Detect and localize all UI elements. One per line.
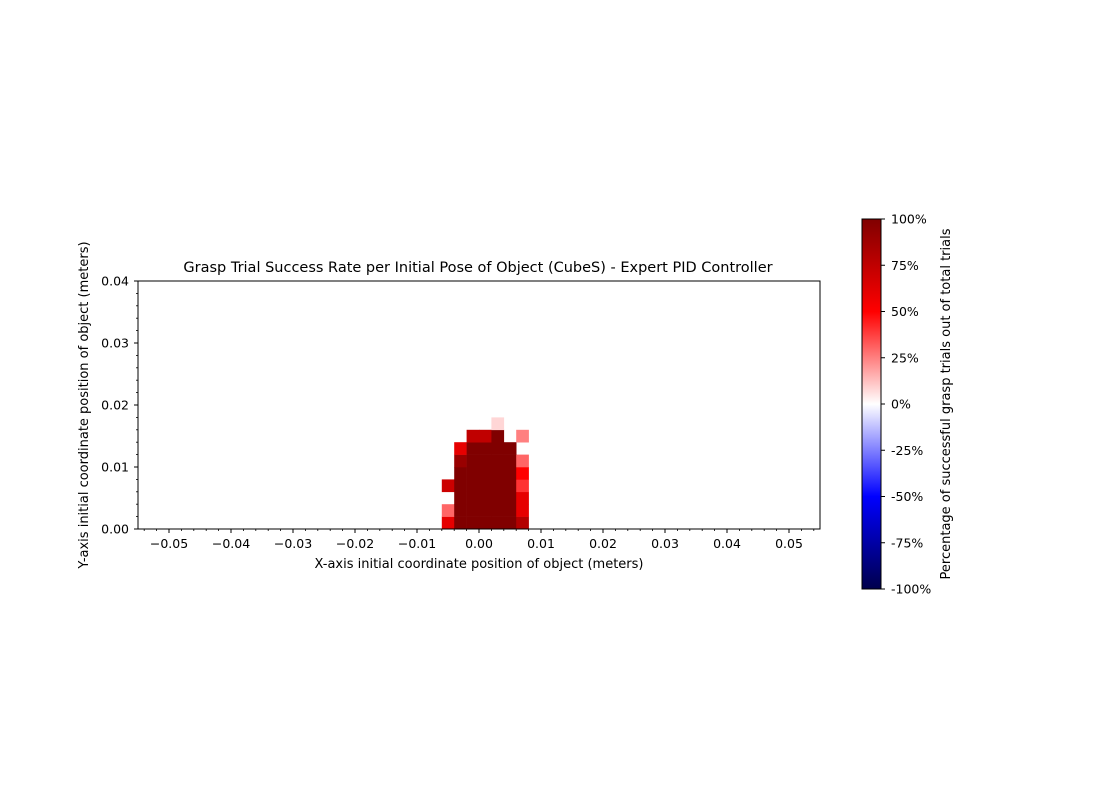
heatmap-cell [454,479,467,493]
heatmap-cell [454,516,467,530]
colorbar-tick-label: 100% [891,212,927,227]
y-tick-label: 0.03 [101,336,129,351]
x-tick-label: −0.03 [274,536,312,551]
heatmap-cell [491,429,505,443]
heatmap-cell [516,454,529,468]
colorbar-tick-label: 50% [891,304,919,319]
y-tick-label: 0.00 [101,522,129,537]
heatmap-cell [491,491,505,505]
x-axis-label: X-axis initial coordinate position of ob… [315,557,644,572]
heatmap-cell [466,516,480,530]
heatmap-cell [466,429,480,443]
heatmap-cell [466,442,480,455]
heatmap-cell [503,467,517,480]
colorbar-tick-label: -75% [891,535,923,550]
x-axis-ticks: −0.05 −0.04 −0.03 −0.02 −0.01 0.00 0.01 0.02 0.0… [150,529,803,551]
heatmap-cell [479,442,492,455]
heatmap-cell [479,491,492,505]
heatmap-cell [441,479,455,493]
colorbar-tick-label: -25% [891,443,923,458]
x-tick-label: −0.02 [336,536,374,551]
x-tick-label: −0.01 [398,536,436,551]
y-axis-label: Y-axis initial coordinate position of ob… [77,241,92,569]
heatmap-cell [479,516,492,530]
y-tick-label: 0.02 [101,398,129,413]
heatmap-cell [441,516,455,530]
heatmap-cell [479,454,492,468]
x-tick-label: 0.03 [651,536,679,551]
heatmap-cell [466,467,480,480]
heatmap-cell [491,417,505,431]
heatmap-cell [503,516,517,530]
heatmap-cell [479,467,492,480]
heatmap-cell [491,467,505,480]
heatmap-cell [454,467,467,480]
heatmap-cell [491,504,505,517]
heatmap-cell [491,442,505,455]
heatmap-cell [516,516,529,530]
heatmap-cell [454,454,467,468]
x-tick-label: −0.04 [212,536,250,551]
heatmap-cell [441,504,455,517]
colorbar-label: Percentage of successful grasp trials ou… [939,228,954,579]
colorbar-tick-label: 75% [891,258,919,273]
x-tick-label: 0.02 [589,536,617,551]
colorbar-tick-label: 25% [891,350,919,365]
colorbar [861,218,882,590]
heatmap-cell [479,429,492,443]
y-tick-label: 0.04 [101,274,129,289]
y-axis-minor-ticks [136,292,138,517]
chart-title: Grasp Trial Success Rate per Initial Pos… [183,260,772,276]
heatmap-cell [503,442,517,455]
heatmap-cell [466,454,480,468]
heatmap-cells [441,417,529,530]
colorbar-ticks: 100% 75% 50% 25% 0% -25% -50% -75% -100% [881,212,931,597]
heatmap-cell [516,479,529,493]
heatmap-cell [479,504,492,517]
heatmap-cell [516,504,529,517]
heatmap-cell [454,442,467,455]
x-axis-minor-ticks [143,529,815,531]
heatmap-cell [491,479,505,493]
colorbar-tick-label: -100% [891,582,931,597]
x-tick-label: 0.05 [775,536,803,551]
x-tick-label: 0.00 [465,536,493,551]
heatmap-cell [466,504,480,517]
x-tick-label: 0.01 [527,536,555,551]
heatmap-cell [491,454,505,468]
heatmap-cell [503,504,517,517]
heatmap-cell [491,516,505,530]
x-tick-label: −0.05 [150,536,188,551]
heatmap-cell [516,429,529,443]
heatmap-cell [503,479,517,493]
heatmap-cell [454,504,467,517]
heatmap-cell [454,491,467,505]
y-tick-label: 0.01 [101,460,129,475]
colorbar-tick-label: -50% [891,489,923,504]
x-tick-label: 0.04 [713,536,741,551]
colorbar-tick-label: 0% [891,397,911,412]
heatmap-cell [503,491,517,505]
heatmap-cell [466,491,480,505]
heatmap-cell [516,491,529,505]
heatmap-cell [503,454,517,468]
heatmap-cell [516,467,529,480]
y-axis-ticks: 0.00 0.01 0.02 0.03 0.04 [101,274,138,537]
heatmap-cell [466,479,480,493]
heatmap-cell [479,479,492,493]
